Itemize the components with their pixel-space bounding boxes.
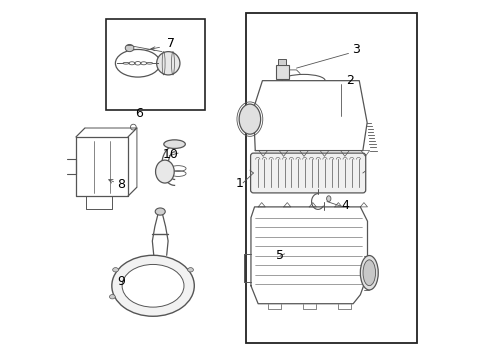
Ellipse shape: [326, 196, 330, 202]
Text: 2: 2: [346, 74, 353, 87]
Bar: [246, 13, 416, 343]
Bar: [106, 19, 204, 110]
Ellipse shape: [112, 255, 194, 316]
Ellipse shape: [156, 51, 180, 75]
FancyBboxPatch shape: [250, 153, 365, 193]
Text: 9: 9: [117, 275, 124, 288]
Text: 6: 6: [135, 107, 142, 120]
Bar: [275, 65, 288, 79]
Text: 3: 3: [351, 42, 359, 55]
Text: 8: 8: [117, 178, 124, 191]
Ellipse shape: [122, 265, 183, 307]
Ellipse shape: [125, 44, 134, 51]
Text: 7: 7: [166, 36, 175, 50]
Ellipse shape: [163, 140, 185, 148]
Text: 10: 10: [163, 148, 179, 161]
Ellipse shape: [187, 267, 193, 272]
Bar: [277, 59, 286, 65]
Text: 5: 5: [276, 249, 284, 262]
Ellipse shape: [112, 267, 118, 272]
Ellipse shape: [362, 260, 375, 285]
Ellipse shape: [239, 104, 260, 134]
Text: 1: 1: [235, 177, 244, 190]
Ellipse shape: [155, 208, 165, 215]
Ellipse shape: [360, 256, 378, 290]
Ellipse shape: [109, 294, 115, 299]
Text: 4: 4: [341, 199, 349, 212]
Ellipse shape: [155, 160, 174, 183]
